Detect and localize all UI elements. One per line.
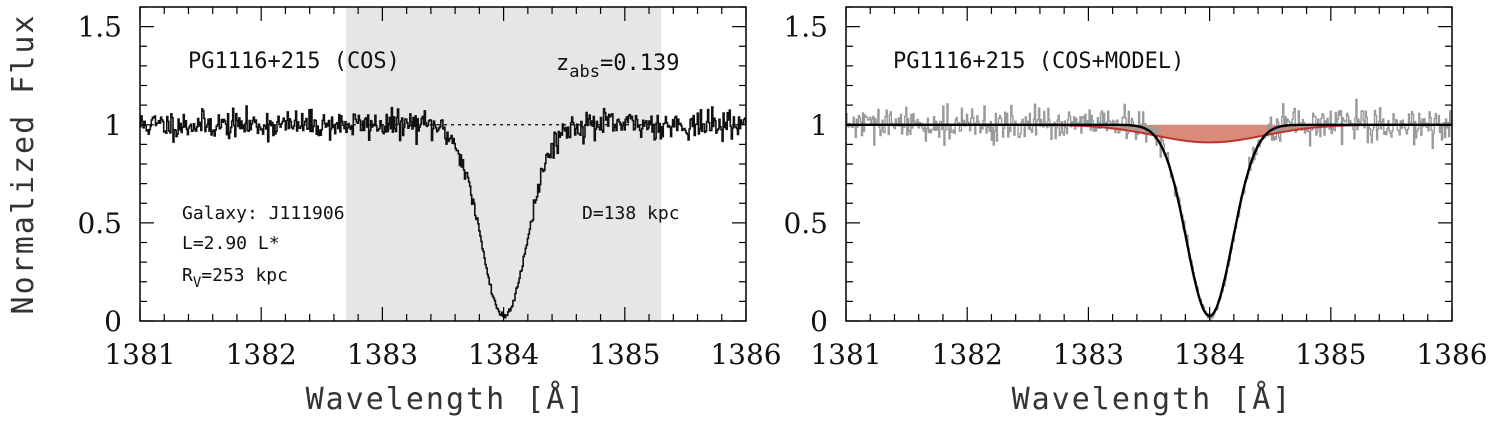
right-ticks xyxy=(845,6,1453,322)
left-x-tick-label: 1386 xyxy=(710,338,781,371)
right-x-tick-label: 1384 xyxy=(1174,338,1245,371)
left-y-tick-label: 0 xyxy=(104,305,122,338)
left-panel: 1381 1382 1383 1384 1385 1386 0 0.5 1 1.5 PG1116+… xyxy=(6,6,782,417)
right-x-tick-label: 1382 xyxy=(932,338,1003,371)
left-ticks xyxy=(139,6,747,322)
left-y-tick-label: 0.5 xyxy=(77,207,122,240)
right-y-tick-label: 1 xyxy=(810,109,828,142)
right-plot-marks xyxy=(846,98,1453,322)
right-x-tick-label: 1383 xyxy=(1053,338,1124,371)
right-tick-labels: 1381 1382 1383 1384 1385 1386 0 0.5 1 1.5 xyxy=(783,11,1487,371)
virial-radius-label: RV=253 kpc xyxy=(182,265,288,291)
impact-distance-label: D=138 kpc xyxy=(582,203,680,224)
right-y-tick-label: 0.5 xyxy=(783,207,828,240)
right-y-tick-label: 1.5 xyxy=(783,11,828,44)
left-x-tick-label: 1385 xyxy=(589,338,660,371)
left-panel-title: PG1116+215 (COS) xyxy=(188,49,400,74)
right-y-tick-label: 0 xyxy=(810,305,828,338)
shaded-region xyxy=(346,7,662,321)
left-x-tick-label: 1383 xyxy=(347,338,418,371)
right-panel-title: PG1116+215 (COS+MODEL) xyxy=(893,49,1184,74)
left-x-tick-label: 1381 xyxy=(104,338,175,371)
right-x-tick-label: 1385 xyxy=(1295,338,1366,371)
y-axis-title: Normalized Flux xyxy=(6,14,41,315)
left-plot-marks xyxy=(140,105,747,319)
left-y-tick-label: 1 xyxy=(104,109,122,142)
left-tick-labels: 1381 1382 1383 1384 1385 1386 0 0.5 1 1.5 xyxy=(77,11,781,371)
redshift-label: zabs=0.139 xyxy=(556,51,679,82)
left-y-tick-label: 1.5 xyxy=(77,11,122,44)
cos-spectrum-line xyxy=(140,105,747,319)
model-line xyxy=(846,123,1452,318)
absorption-window-shade xyxy=(346,7,662,321)
right-x-tick-label: 1386 xyxy=(1416,338,1487,371)
left-x-axis-title: Wavelength [Å] xyxy=(306,381,587,417)
luminosity-label: L=2.90 L* xyxy=(182,233,280,254)
galaxy-label: Galaxy: J111906 xyxy=(182,203,345,224)
left-x-tick-label: 1382 xyxy=(226,338,297,371)
right-x-axis-title: Wavelength [Å] xyxy=(1012,381,1293,417)
left-x-tick-label: 1384 xyxy=(468,338,539,371)
right-panel: 1381 1382 1383 1384 1385 1386 0 0.5 1 1.5 PG1116+… xyxy=(783,6,1488,417)
right-x-tick-label: 1381 xyxy=(810,338,881,371)
